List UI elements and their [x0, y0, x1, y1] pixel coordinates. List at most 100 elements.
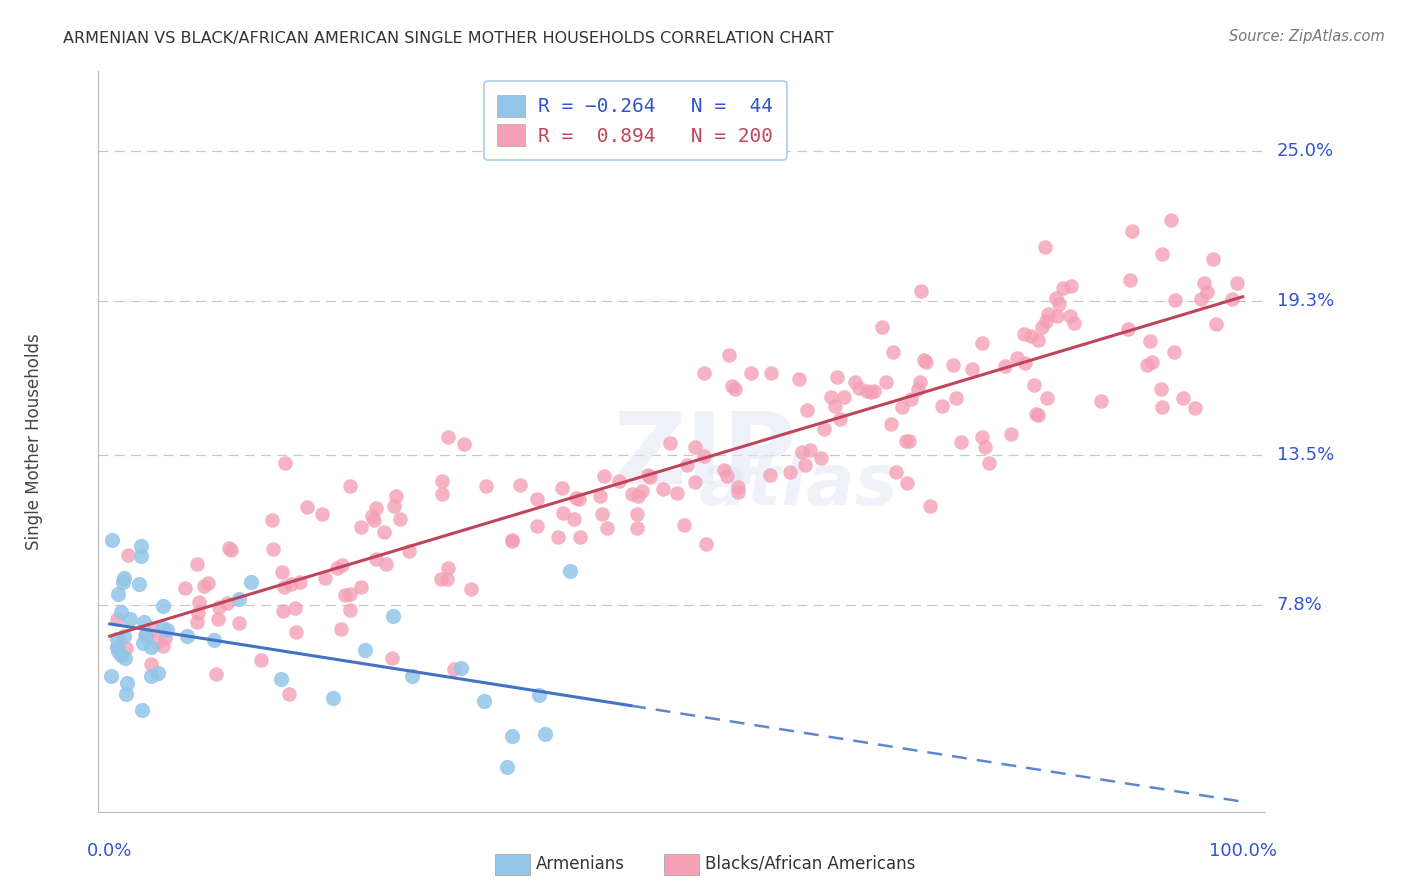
Point	[361, 508, 384, 523]
Point	[374, 557, 396, 571]
Point	[228, 591, 250, 606]
Point	[589, 489, 612, 503]
Point	[398, 544, 420, 558]
Point	[105, 640, 128, 655]
Point	[381, 651, 404, 665]
Point	[430, 474, 453, 488]
Point	[1189, 292, 1212, 306]
Point	[146, 635, 169, 649]
Point	[960, 362, 983, 376]
Point	[683, 441, 706, 455]
Point	[908, 375, 931, 389]
Point	[626, 521, 648, 535]
Point	[526, 519, 548, 533]
Point	[794, 458, 817, 473]
Point	[139, 669, 162, 683]
Point	[501, 533, 523, 548]
Point	[274, 456, 297, 470]
Text: atlas: atlas	[699, 451, 898, 520]
Point	[1025, 407, 1047, 421]
Point	[110, 648, 132, 663]
Point	[779, 465, 801, 479]
Point	[207, 612, 229, 626]
Point	[311, 507, 333, 521]
Point	[262, 541, 284, 556]
Point	[1019, 328, 1042, 343]
Text: ZIP: ZIP	[614, 408, 797, 505]
Point	[131, 549, 153, 564]
Point	[1024, 378, 1046, 392]
Point	[1220, 292, 1243, 306]
Point	[1035, 391, 1057, 405]
Point	[970, 430, 993, 444]
Point	[385, 490, 408, 504]
Point	[526, 491, 548, 506]
Point	[620, 486, 643, 500]
Point	[107, 587, 129, 601]
Point	[830, 412, 852, 426]
Point	[197, 576, 219, 591]
Text: Blacks/African Americans: Blacks/African Americans	[706, 855, 915, 872]
Point	[474, 479, 496, 493]
Text: 19.3%: 19.3%	[1277, 293, 1334, 310]
Text: 0.0%: 0.0%	[87, 842, 132, 860]
FancyBboxPatch shape	[495, 854, 530, 875]
Point	[855, 384, 877, 399]
Point	[593, 469, 616, 483]
Point	[627, 489, 650, 503]
Point	[1090, 394, 1112, 409]
Point	[1136, 359, 1159, 373]
Point	[844, 375, 866, 389]
Point	[565, 491, 588, 505]
Point	[1164, 293, 1187, 308]
Point	[1026, 408, 1049, 422]
Point	[790, 445, 813, 459]
Point	[135, 628, 157, 642]
Point	[945, 391, 967, 405]
Point	[273, 580, 295, 594]
Point	[314, 571, 336, 585]
Point	[789, 372, 811, 386]
Point	[117, 549, 139, 563]
Point	[332, 558, 354, 573]
Point	[1173, 391, 1195, 405]
Point	[942, 359, 965, 373]
Point	[568, 492, 591, 507]
Point	[1163, 345, 1185, 359]
Point	[713, 463, 735, 477]
Point	[339, 587, 361, 601]
Point	[848, 380, 870, 394]
Point	[665, 486, 688, 500]
Point	[114, 641, 136, 656]
Point	[920, 500, 942, 514]
Point	[128, 576, 150, 591]
Point	[820, 391, 842, 405]
Point	[1160, 213, 1182, 227]
Point	[215, 596, 238, 610]
Point	[437, 430, 460, 444]
Point	[721, 379, 744, 393]
Point	[193, 579, 215, 593]
Text: 25.0%: 25.0%	[1277, 142, 1334, 160]
Point	[450, 661, 472, 675]
Point	[862, 384, 884, 398]
Point	[105, 612, 128, 626]
Point	[796, 402, 818, 417]
Point	[453, 437, 475, 451]
Point	[288, 575, 311, 590]
Point	[799, 442, 821, 457]
Point	[353, 642, 375, 657]
Point	[131, 539, 153, 553]
Point	[112, 629, 135, 643]
Point	[460, 582, 482, 597]
Point	[115, 676, 138, 690]
Point	[1045, 291, 1067, 305]
Point	[270, 565, 292, 579]
Point	[716, 468, 738, 483]
Point	[931, 400, 953, 414]
Point	[134, 628, 156, 642]
Point	[278, 687, 301, 701]
Point	[335, 588, 357, 602]
Point	[142, 622, 165, 636]
Point	[437, 561, 460, 575]
